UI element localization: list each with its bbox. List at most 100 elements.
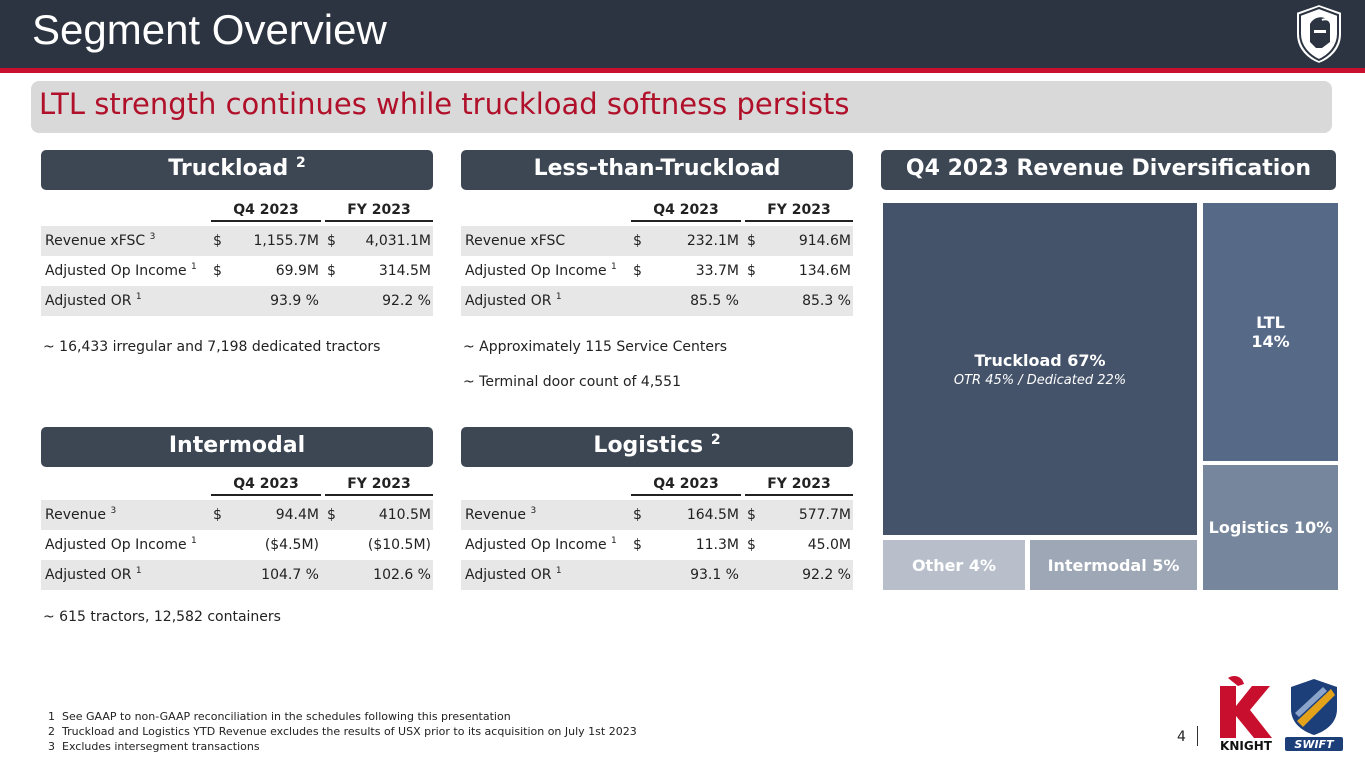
truckload-row-q4-value: 93.9 % [270, 293, 319, 309]
logistics-row-q4-value: 11.3M [695, 537, 739, 553]
intermodal-row-footnote-ref: 1 [135, 566, 142, 576]
truckload-col-q4: Q4 2023 [211, 202, 321, 222]
logistics-row-label: Adjusted OR 1 [465, 560, 562, 590]
knight-shield-icon [1295, 2, 1343, 66]
logistics-row-footnote-ref: 1 [611, 536, 617, 546]
truckload-row-q4-currency: $ [213, 263, 222, 279]
intermodal-title: Intermodal [168, 433, 306, 458]
treemap-other-label: Other 4% [911, 555, 997, 575]
footnote-2: 2 Truckload and Logistics YTD Revenue exc… [48, 725, 637, 738]
knight-logo: KNIGHT [1220, 676, 1273, 752]
logistics-col-fy: FY 2023 [745, 476, 853, 496]
ltl-row-fy-value: 134.6M [798, 263, 851, 279]
ltl-metrics-table: Q4 2023 FY 2023 Revenue xFSC $232.1M $914.6M… [461, 200, 853, 316]
swift-logo: SWIFT [1285, 679, 1343, 751]
intermodal-row-footnote-ref: 3 [110, 506, 117, 516]
logistics-header: Logistics 2 [461, 427, 853, 467]
treemap-tile-truckload: Truckload 67% OTR 45% / Dedicated 22% [883, 203, 1197, 535]
intermodal-table-row: Adjusted Op Income 1 ($4.5M) ($10.5M) [41, 530, 433, 560]
ltl-row-label-text: Adjusted OR [465, 293, 552, 309]
intermodal-metrics-table: Q4 2023 FY 2023 Revenue 3 $94.4M $410.5M Adju… [41, 474, 433, 590]
intermodal-row-footnote-ref: 1 [191, 536, 197, 546]
logistics-table-row: Adjusted Op Income 1 $11.3M $45.0M [461, 530, 853, 560]
intermodal-table-row: Adjusted OR 1 104.7 % 102.6 % [41, 560, 433, 590]
intermodal-row-label: Adjusted Op Income 1 [45, 530, 197, 560]
treemap-ltl-value: 14% [1251, 332, 1290, 351]
intermodal-row-label: Adjusted OR 1 [45, 560, 142, 590]
logistics-metrics-table: Q4 2023 FY 2023 Revenue 3 $164.5M $577.7M Adj… [461, 474, 853, 590]
ltl-row-fy-currency: $ [747, 263, 756, 279]
treemap-tile-ltl: LTL 14% [1203, 203, 1338, 461]
ltl-row-label-text: Adjusted Op Income [465, 263, 607, 279]
ltl-header: Less-than-Truckload [461, 150, 853, 190]
truckload-row-fy-currency: $ [327, 233, 336, 249]
subtitle-banner: LTL strength continues while truckload s… [31, 81, 1332, 133]
page-number: 4 [1177, 729, 1186, 745]
logistics-col-q4: Q4 2023 [631, 476, 741, 496]
truckload-row-fy-value: 4,031.1M [365, 233, 431, 249]
truckload-note: ~ 16,433 irregular and 7,198 dedicated t… [43, 339, 381, 355]
truckload-row-label: Adjusted Op Income 1 [45, 256, 197, 286]
ltl-row-footnote-ref: 1 [611, 262, 617, 272]
intermodal-row-fy-value: 410.5M [378, 507, 431, 523]
ltl-row-label: Adjusted OR 1 [465, 286, 562, 316]
treemap-truckload-label: Truckload 67% [974, 350, 1106, 370]
truckload-metrics-table: Q4 2023 FY 2023 Revenue xFSC 3 $1,155.7M $4,… [41, 200, 433, 316]
truckload-row-fy-currency: $ [327, 263, 336, 279]
truckload-table-row: Adjusted Op Income 1 $69.9M $314.5M [41, 256, 433, 286]
intermodal-row-fy-currency: $ [327, 507, 336, 523]
logistics-row-label-text: Adjusted OR [465, 567, 552, 583]
page-title: Segment Overview [32, 6, 387, 53]
subtitle: LTL strength continues while truckload s… [39, 87, 850, 121]
intermodal-row-q4-value: 104.7 % [261, 567, 319, 583]
intermodal-row-label-text: Revenue [45, 507, 106, 523]
intermodal-table-header: Q4 2023 FY 2023 [41, 474, 433, 500]
treemap-tile-intermodal: Intermodal 5% [1030, 540, 1197, 590]
ltl-col-fy: FY 2023 [745, 202, 853, 222]
ltl-row-label-text: Revenue xFSC [465, 233, 566, 249]
ltl-table-header: Q4 2023 FY 2023 [461, 200, 853, 226]
ltl-row-q4-value: 33.7M [695, 263, 739, 279]
treemap-tile-other: Other 4% [883, 540, 1025, 590]
truckload-row-q4-value: 69.9M [275, 263, 319, 279]
treemap-ltl-label: LTL [1256, 313, 1285, 332]
logistics-row-label-text: Revenue [465, 507, 526, 523]
truckload-row-footnote-ref: 1 [135, 292, 142, 302]
logistics-row-fy-currency: $ [747, 537, 756, 553]
logistics-row-q4-value: 164.5M [686, 507, 739, 523]
truckload-row-footnote-ref: 3 [149, 232, 156, 242]
truckload-title-sup: 2 [295, 155, 306, 171]
ltl-row-fy-currency: $ [747, 233, 756, 249]
logistics-row-footnote-ref: 1 [555, 566, 562, 576]
intermodal-row-label-text: Adjusted Op Income [45, 537, 187, 553]
intermodal-header: Intermodal [41, 427, 433, 467]
intermodal-note: ~ 615 tractors, 12,582 containers [43, 609, 281, 625]
truckload-row-q4-currency: $ [213, 233, 222, 249]
logistics-row-fy-value: 45.0M [807, 537, 851, 553]
ltl-col-q4: Q4 2023 [631, 202, 741, 222]
treemap-tile-logistics: Logistics 10% [1203, 465, 1338, 590]
truckload-table-header: Q4 2023 FY 2023 [41, 200, 433, 226]
logistics-row-fy-value: 92.2 % [802, 567, 851, 583]
truckload-row-fy-value: 314.5M [378, 263, 431, 279]
ltl-note-door-count: ~ Terminal door count of 4,551 [463, 374, 681, 390]
ltl-table-row: Adjusted Op Income 1 $33.7M $134.6M [461, 256, 853, 286]
treemap-logistics-label: Logistics 10% [1208, 518, 1333, 537]
logistics-table-row: Revenue 3 $164.5M $577.7M [461, 500, 853, 530]
truckload-row-footnote-ref: 1 [191, 262, 197, 272]
logistics-title: Logistics [593, 433, 704, 458]
knight-logo-text: KNIGHT [1220, 739, 1273, 752]
diversification-title: Q4 2023 Revenue Diversification [905, 156, 1312, 181]
truckload-table-row: Adjusted OR 1 93.9 % 92.2 % [41, 286, 433, 316]
truckload-row-fy-value: 92.2 % [382, 293, 431, 309]
intermodal-row-label-text: Adjusted OR [45, 567, 132, 583]
ltl-table-row: Revenue xFSC $232.1M $914.6M [461, 226, 853, 256]
ltl-row-footnote-ref: 1 [555, 292, 562, 302]
logistics-row-footnote-ref: 3 [530, 506, 537, 516]
intermodal-col-fy: FY 2023 [325, 476, 433, 496]
treemap-intermodal-label: Intermodal 5% [1047, 555, 1180, 575]
ltl-row-label: Revenue xFSC [465, 226, 565, 256]
logistics-row-label: Adjusted Op Income 1 [465, 530, 617, 560]
truckload-header: Truckload 2 [41, 150, 433, 190]
truckload-row-label-text: Adjusted OR [45, 293, 132, 309]
